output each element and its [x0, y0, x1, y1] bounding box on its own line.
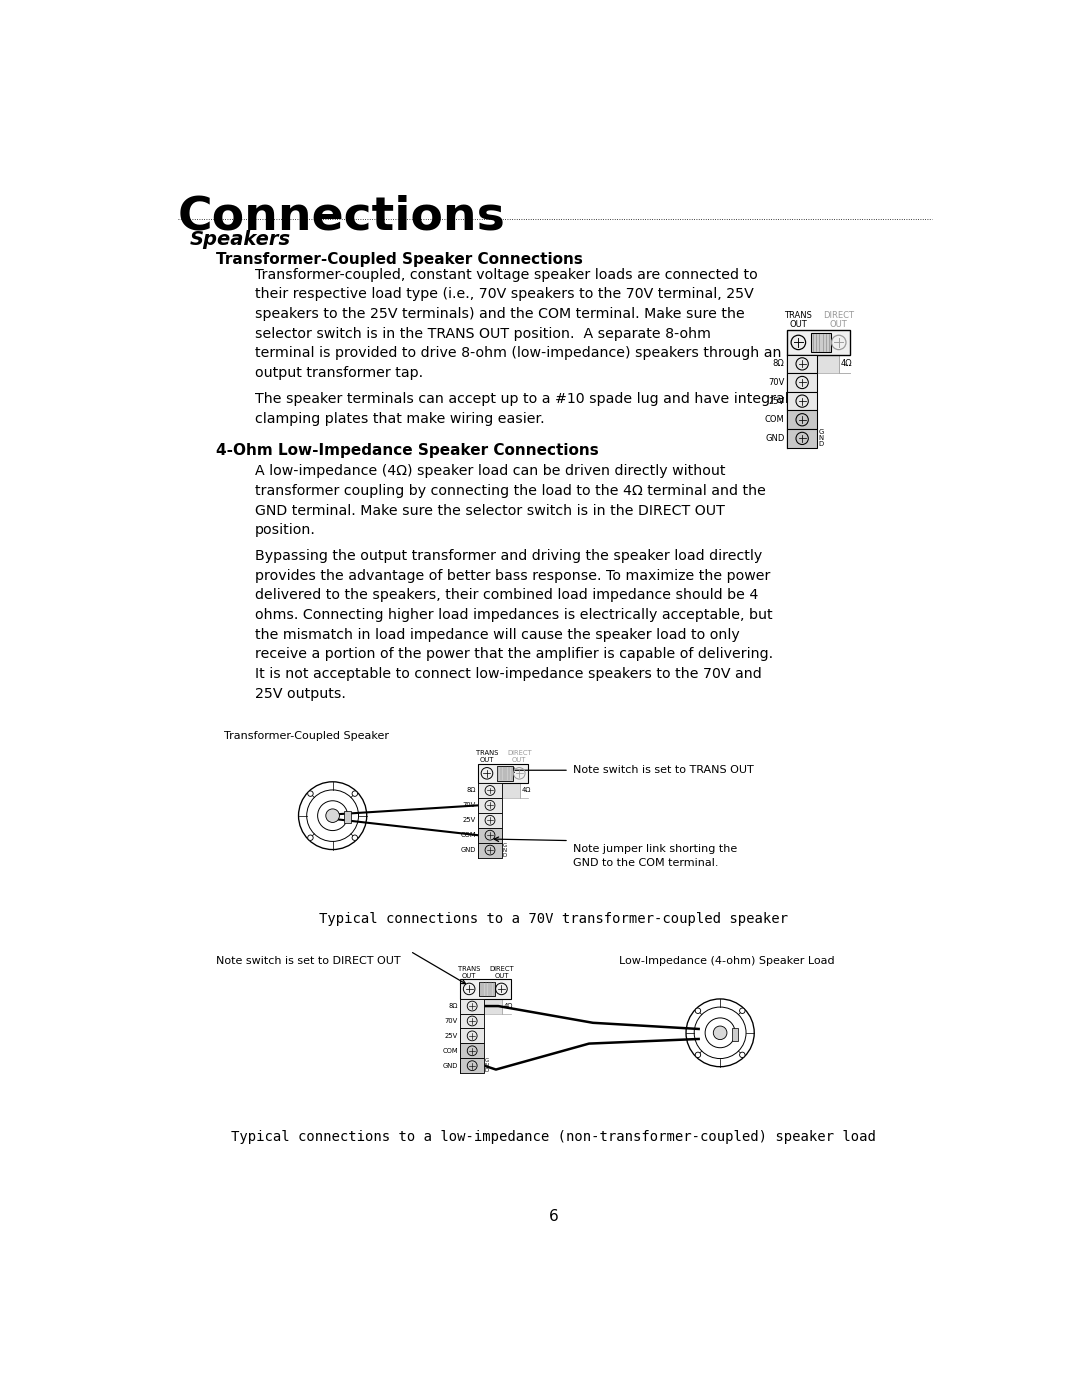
Bar: [460, 1028, 484, 1044]
Bar: [460, 979, 511, 999]
Text: 8Ω: 8Ω: [448, 1003, 458, 1009]
Text: COM: COM: [443, 1048, 458, 1053]
Text: 6: 6: [549, 1208, 558, 1224]
Bar: [460, 1013, 484, 1028]
Bar: [818, 355, 839, 373]
Circle shape: [696, 1009, 701, 1013]
Circle shape: [352, 791, 357, 796]
Bar: [460, 1059, 484, 1073]
Text: terminal is provided to drive 8-ohm (low-impedance) speakers through an: terminal is provided to drive 8-ohm (low…: [255, 346, 782, 360]
Text: The speaker terminals can accept up to a #10 spade lug and have integral: The speaker terminals can accept up to a…: [255, 391, 788, 407]
Circle shape: [713, 1025, 727, 1039]
Circle shape: [740, 1009, 745, 1013]
Text: G
N
D: G N D: [503, 842, 507, 858]
Bar: [460, 999, 484, 1013]
Text: ohms. Connecting higher load impedances is electrically acceptable, but: ohms. Connecting higher load impedances …: [255, 608, 773, 622]
Bar: [480, 982, 496, 996]
Text: DIRECT
OUT: DIRECT OUT: [507, 750, 531, 763]
Bar: [502, 782, 519, 798]
Text: G
N
D: G N D: [819, 429, 824, 447]
Text: 4Ω: 4Ω: [503, 1003, 513, 1009]
Bar: [477, 782, 502, 798]
Text: Note switch is set to DIRECT OUT: Note switch is set to DIRECT OUT: [216, 956, 401, 965]
Text: TRANS
OUT: TRANS OUT: [458, 967, 481, 978]
Circle shape: [308, 791, 313, 796]
Bar: [787, 355, 818, 373]
Text: COM: COM: [765, 415, 784, 425]
Text: Note switch is set to TRANS OUT: Note switch is set to TRANS OUT: [572, 766, 754, 775]
Text: Transformer-coupled, constant voltage speaker loads are connected to: Transformer-coupled, constant voltage sp…: [255, 268, 758, 282]
Circle shape: [308, 835, 313, 841]
Text: DIRECT
OUT: DIRECT OUT: [823, 310, 854, 330]
Text: position.: position.: [255, 524, 316, 538]
Circle shape: [352, 835, 357, 841]
Text: their respective load type (i.e., 70V speakers to the 70V terminal, 25V: their respective load type (i.e., 70V sp…: [255, 288, 754, 302]
Text: Typical connections to a low-impedance (non-transformer-coupled) speaker load: Typical connections to a low-impedance (…: [231, 1130, 876, 1144]
Bar: [477, 813, 502, 828]
Text: G
N
D: G N D: [485, 1058, 489, 1073]
Text: output transformer tap.: output transformer tap.: [255, 366, 423, 380]
Text: It is not acceptable to connect low-impedance speakers to the 70V and: It is not acceptable to connect low-impe…: [255, 666, 761, 680]
Circle shape: [696, 1052, 701, 1058]
Text: GND: GND: [443, 1063, 458, 1069]
Circle shape: [326, 809, 339, 823]
Text: 4Ω: 4Ω: [522, 788, 530, 793]
Text: A low-impedance (4Ω) speaker load can be driven directly without: A low-impedance (4Ω) speaker load can be…: [255, 464, 726, 478]
Bar: [787, 330, 850, 355]
Text: 25V: 25V: [462, 817, 476, 823]
Text: Speakers: Speakers: [189, 231, 291, 249]
Text: Connections: Connections: [177, 194, 505, 240]
Text: 70V: 70V: [445, 1018, 458, 1024]
Bar: [787, 429, 818, 447]
Bar: [497, 766, 513, 781]
Text: GND terminal. Make sure the selector switch is in the DIRECT OUT: GND terminal. Make sure the selector swi…: [255, 503, 725, 518]
Bar: [787, 391, 818, 411]
Text: 25V outputs.: 25V outputs.: [255, 687, 346, 701]
Text: 70V: 70V: [768, 379, 784, 387]
Text: 8Ω: 8Ω: [467, 788, 476, 793]
Bar: [477, 798, 502, 813]
Bar: [787, 411, 818, 429]
Text: 8Ω: 8Ω: [772, 359, 784, 369]
Text: 25V: 25V: [445, 1032, 458, 1039]
Text: transformer coupling by connecting the load to the 4Ω terminal and the: transformer coupling by connecting the l…: [255, 483, 766, 497]
Text: 4-Ohm Low-Impedance Speaker Connections: 4-Ohm Low-Impedance Speaker Connections: [216, 443, 599, 458]
Bar: [345, 810, 351, 823]
Bar: [811, 334, 832, 352]
Text: TRANS
OUT: TRANS OUT: [476, 750, 498, 763]
Text: delivered to the speakers, their combined load impedance should be 4: delivered to the speakers, their combine…: [255, 588, 758, 602]
Text: GND: GND: [765, 434, 784, 443]
Text: Low-Impedance (4-ohm) Speaker Load: Low-Impedance (4-ohm) Speaker Load: [619, 956, 835, 965]
Text: 25V: 25V: [768, 397, 784, 405]
Bar: [484, 999, 502, 1013]
Text: 70V: 70V: [462, 802, 476, 809]
Text: GND: GND: [460, 847, 476, 854]
Text: receive a portion of the power that the amplifier is capable of delivering.: receive a portion of the power that the …: [255, 647, 773, 661]
Text: speakers to the 25V terminals) and the COM terminal. Make sure the: speakers to the 25V terminals) and the C…: [255, 307, 745, 321]
Text: the mismatch in load impedance will cause the speaker load to only: the mismatch in load impedance will caus…: [255, 627, 740, 641]
Text: 4Ω: 4Ω: [841, 359, 853, 369]
Text: selector switch is in the TRANS OUT position.  A separate 8-ohm: selector switch is in the TRANS OUT posi…: [255, 327, 711, 341]
Text: Note jumper link shorting the
GND to the COM terminal.: Note jumper link shorting the GND to the…: [572, 844, 738, 868]
Text: Typical connections to a 70V transformer-coupled speaker: Typical connections to a 70V transformer…: [319, 912, 788, 926]
Text: Transformer-Coupled Speaker Connections: Transformer-Coupled Speaker Connections: [216, 251, 583, 267]
Bar: [732, 1028, 739, 1041]
Text: Transformer-Coupled Speaker: Transformer-Coupled Speaker: [225, 731, 389, 740]
Text: clamping plates that make wiring easier.: clamping plates that make wiring easier.: [255, 412, 544, 426]
Bar: [477, 764, 528, 782]
Bar: [787, 373, 818, 391]
Text: COM: COM: [460, 833, 476, 838]
Text: provides the advantage of better bass response. To maximize the power: provides the advantage of better bass re…: [255, 569, 770, 583]
Bar: [477, 828, 502, 842]
Text: DIRECT
OUT: DIRECT OUT: [489, 967, 514, 978]
Bar: [477, 842, 502, 858]
Circle shape: [740, 1052, 745, 1058]
Text: Bypassing the output transformer and driving the speaker load directly: Bypassing the output transformer and dri…: [255, 549, 762, 563]
Text: TRANS
OUT: TRANS OUT: [784, 310, 812, 330]
Bar: [460, 1044, 484, 1059]
